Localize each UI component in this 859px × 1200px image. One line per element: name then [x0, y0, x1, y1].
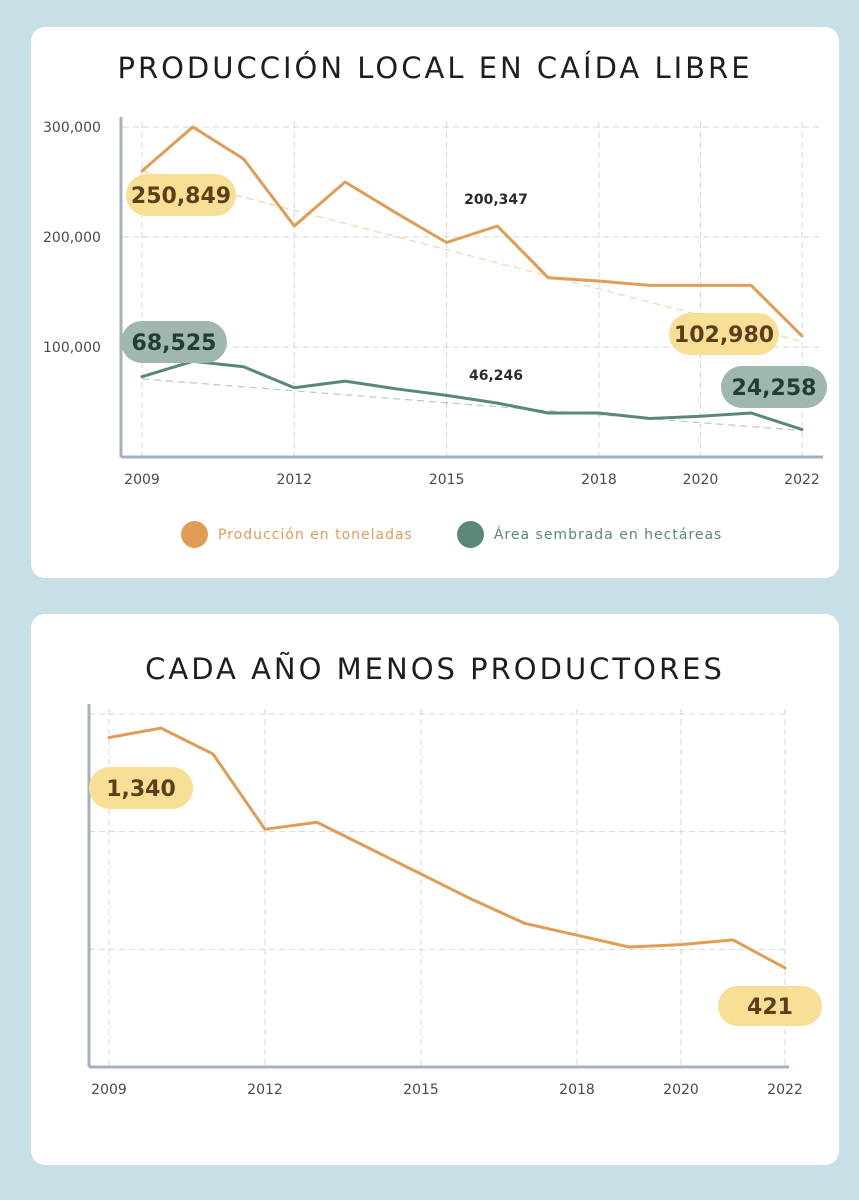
annotation-label: 24,258: [732, 376, 817, 401]
x-tick-label: 2018: [581, 472, 617, 488]
annotation-pill: [121, 321, 227, 363]
annotation-label: 1,340: [106, 777, 176, 802]
annotation-label: 68,525: [132, 331, 217, 356]
x-tick-label: 2015: [403, 1082, 439, 1098]
y-tick-label: 300,000: [43, 120, 101, 136]
series-line-produccion: [140, 125, 804, 338]
annotation-label: 46,246: [469, 368, 523, 384]
producers-chart-card: CADA AÑO MENOS PRODUCTORES 2009 2012 2015 2…: [31, 614, 839, 1165]
x-tick-label: 2020: [683, 472, 719, 488]
legend-label-area: Área sembrada en hectáreas: [493, 526, 723, 543]
annotation-pill: [669, 313, 779, 355]
producers-chart: 2009 2012 2015 2018 2020 2022 1,340 421: [87, 704, 822, 1098]
y-tick-label: 100,000: [43, 340, 101, 356]
annotation-label: 250,849: [131, 184, 231, 209]
annotation-label: 200,347: [464, 192, 528, 208]
x-tick-label: 2009: [124, 472, 160, 488]
legend-label-produccion: Producción en toneladas: [218, 526, 413, 543]
chart-title: CADA AÑO MENOS PRODUCTORES: [145, 652, 725, 686]
annotation-label: 102,980: [674, 323, 774, 348]
production-chart-card: PRODUCCIÓN LOCAL EN CAÍDA LIBRE 300,000 2…: [31, 27, 839, 578]
production-chart: 300,000 200,000 100,000 2009 2012 2015 2018 202…: [43, 117, 827, 488]
x-tick-label: 2015: [429, 472, 465, 488]
x-tick-label: 2012: [276, 472, 312, 488]
trendline: [141, 378, 803, 432]
x-tick-label: 2022: [784, 472, 820, 488]
x-tick-label: 2009: [91, 1082, 127, 1098]
x-tick-label: 2018: [559, 1082, 595, 1098]
series-line-productores: [107, 726, 787, 970]
x-tick-label: 2020: [663, 1082, 699, 1098]
legend-dot-area: [456, 521, 484, 548]
y-tick-label: 200,000: [43, 230, 101, 246]
legend-item-area: Área sembrada en hectáreas: [456, 521, 723, 548]
annotation-pill: [718, 986, 822, 1026]
annotation-pill: [89, 767, 193, 809]
x-tick-label: 2012: [247, 1082, 283, 1098]
annotation-pill: [721, 366, 827, 408]
chart-title: PRODUCCIÓN LOCAL EN CAÍDA LIBRE: [117, 51, 753, 85]
annotation-label: 421: [747, 995, 793, 1020]
series-line-area: [140, 359, 804, 431]
annotation-pill: [126, 174, 236, 216]
legend-dot-produccion: [181, 521, 208, 548]
chart-legend: Producción en toneladas Área sembrada en…: [181, 521, 722, 548]
legend-item-produccion: Producción en toneladas: [181, 521, 413, 548]
x-tick-label: 2022: [767, 1082, 803, 1098]
